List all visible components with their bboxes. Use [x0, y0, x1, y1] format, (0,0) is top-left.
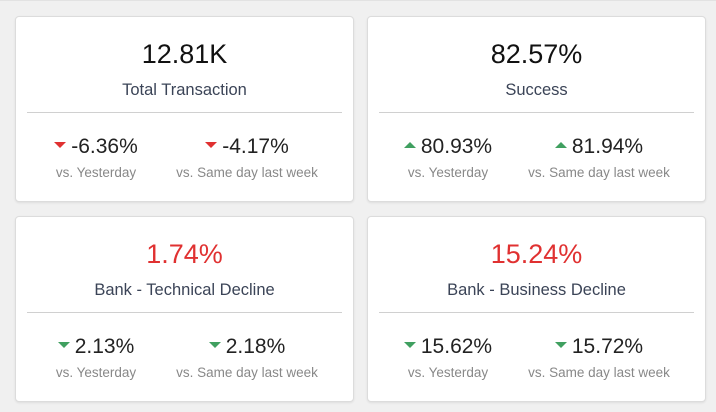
vs-last-week-delta: 15.72% vs. Same day last week	[519, 335, 679, 380]
divider	[27, 312, 342, 313]
kpi-label: Success	[505, 81, 568, 99]
vs-yesterday-delta: 2.13% vs. Yesterday	[16, 335, 176, 380]
trend-down-icon	[54, 142, 67, 149]
delta-label: vs. Same day last week	[176, 165, 318, 180]
divider	[379, 312, 694, 313]
vs-last-week-delta: 2.18% vs. Same day last week	[167, 335, 327, 380]
delta-label: vs. Same day last week	[528, 365, 670, 380]
trend-up-icon	[403, 142, 416, 149]
kpi-label: Bank - Technical Decline	[94, 281, 275, 299]
vs-yesterday-delta: 15.62% vs. Yesterday	[368, 335, 528, 380]
kpi-value: 15.24%	[490, 239, 583, 269]
delta-label: vs. Yesterday	[407, 365, 489, 380]
divider	[379, 112, 694, 113]
vs-yesterday-delta: 80.93% vs. Yesterday	[368, 135, 528, 180]
delta-label: vs. Same day last week	[528, 165, 670, 180]
delta-value: -4.17%	[222, 135, 289, 158]
vs-last-week-delta: -4.17% vs. Same day last week	[167, 135, 327, 180]
kpi-label: Total Transaction	[122, 81, 247, 99]
kpi-value: 1.74%	[146, 239, 223, 269]
divider	[27, 112, 342, 113]
delta-value: 2.18%	[225, 335, 286, 358]
kpi-value: 12.81K	[141, 39, 228, 69]
kpi-label: Bank - Business Decline	[447, 281, 626, 299]
delta-label: vs. Same day last week	[176, 365, 318, 380]
trend-up-icon	[554, 142, 567, 149]
kpi-card-bank-technical-decline[interactable]: 1.74% Bank - Technical Decline 2.13% vs.…	[15, 216, 354, 402]
vs-yesterday-delta: -6.36% vs. Yesterday	[16, 135, 176, 180]
kpi-card-total-transaction[interactable]: 12.81K Total Transaction -6.36% vs. Yest…	[15, 16, 354, 202]
kpi-card-success[interactable]: 82.57% Success 80.93% vs. Yesterday 81.9…	[367, 16, 706, 202]
delta-value: 81.94%	[571, 135, 644, 158]
trend-down-icon	[208, 342, 221, 349]
delta-value: 15.72%	[571, 335, 644, 358]
delta-value: -6.36%	[71, 135, 138, 158]
trend-down-icon	[554, 342, 567, 349]
trend-down-icon	[205, 142, 218, 149]
delta-label: vs. Yesterday	[55, 165, 137, 180]
delta-value: 80.93%	[420, 135, 493, 158]
trend-down-icon	[403, 342, 416, 349]
delta-value: 15.62%	[420, 335, 493, 358]
trend-down-icon	[57, 342, 70, 349]
delta-label: vs. Yesterday	[407, 165, 489, 180]
kpi-value: 82.57%	[490, 39, 583, 69]
kpi-card-bank-business-decline[interactable]: 15.24% Bank - Business Decline 15.62% vs…	[367, 216, 706, 402]
delta-label: vs. Yesterday	[55, 365, 137, 380]
vs-last-week-delta: 81.94% vs. Same day last week	[519, 135, 679, 180]
delta-value: 2.13%	[74, 335, 135, 358]
